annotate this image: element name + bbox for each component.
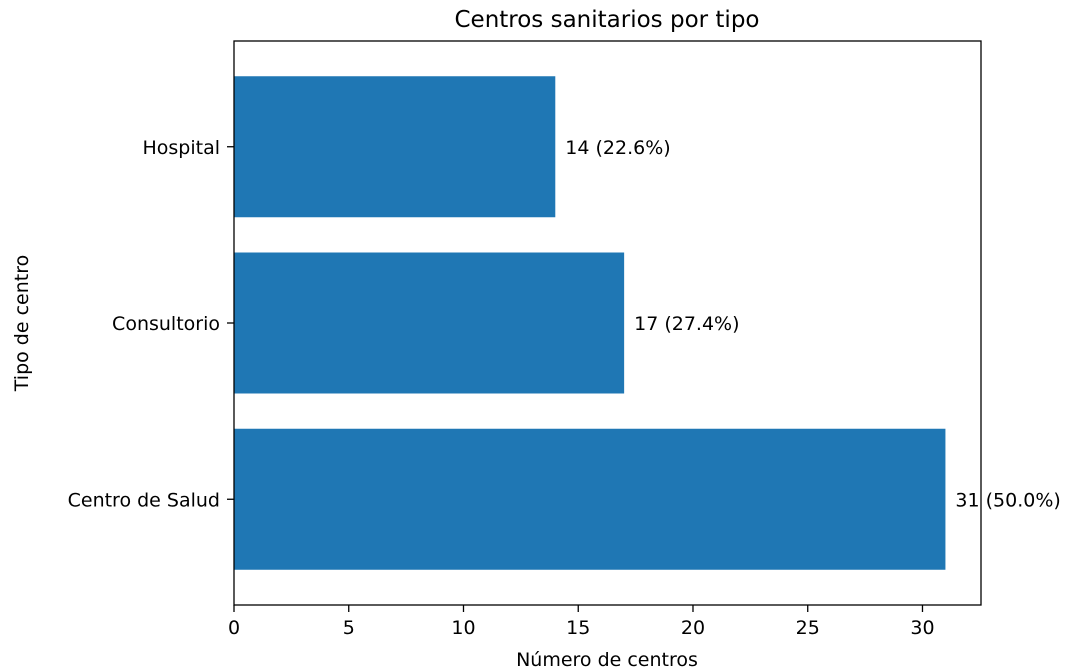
x-tick-label: 15 [566,617,590,639]
chart-title: Centros sanitarios por tipo [454,7,759,33]
y-tick-label: Centro de Salud [68,489,220,511]
y-axis-ticks: Centro de Salud Consultorio Hospital [68,137,234,511]
y-tick-label: Hospital [142,137,220,159]
bar-centro-de-salud [234,428,946,570]
y-tick-label: Consultorio [112,313,220,335]
bar-value-label: 31 (50.0%) [955,489,1060,511]
x-tick-label: 10 [451,617,475,639]
bars-layer: 31 (50.0%) 17 (27.4%) 14 (22.6%) [234,76,1061,570]
x-tick-label: 20 [681,617,705,639]
bar-value-label: 17 (27.4%) [634,313,739,335]
x-axis-title: Número de centros [516,649,698,671]
bar-hospital [234,76,556,218]
x-tick-label: 25 [796,617,820,639]
x-tick-label: 30 [910,617,934,639]
bar-consultorio [234,252,625,394]
x-axis-ticks: 0 5 10 15 20 25 30 [228,605,935,639]
y-axis-title: Tipo de centro [11,255,33,392]
x-tick-label: 5 [343,617,355,639]
x-tick-label: 0 [228,617,240,639]
bar-value-label: 14 (22.6%) [565,137,670,159]
